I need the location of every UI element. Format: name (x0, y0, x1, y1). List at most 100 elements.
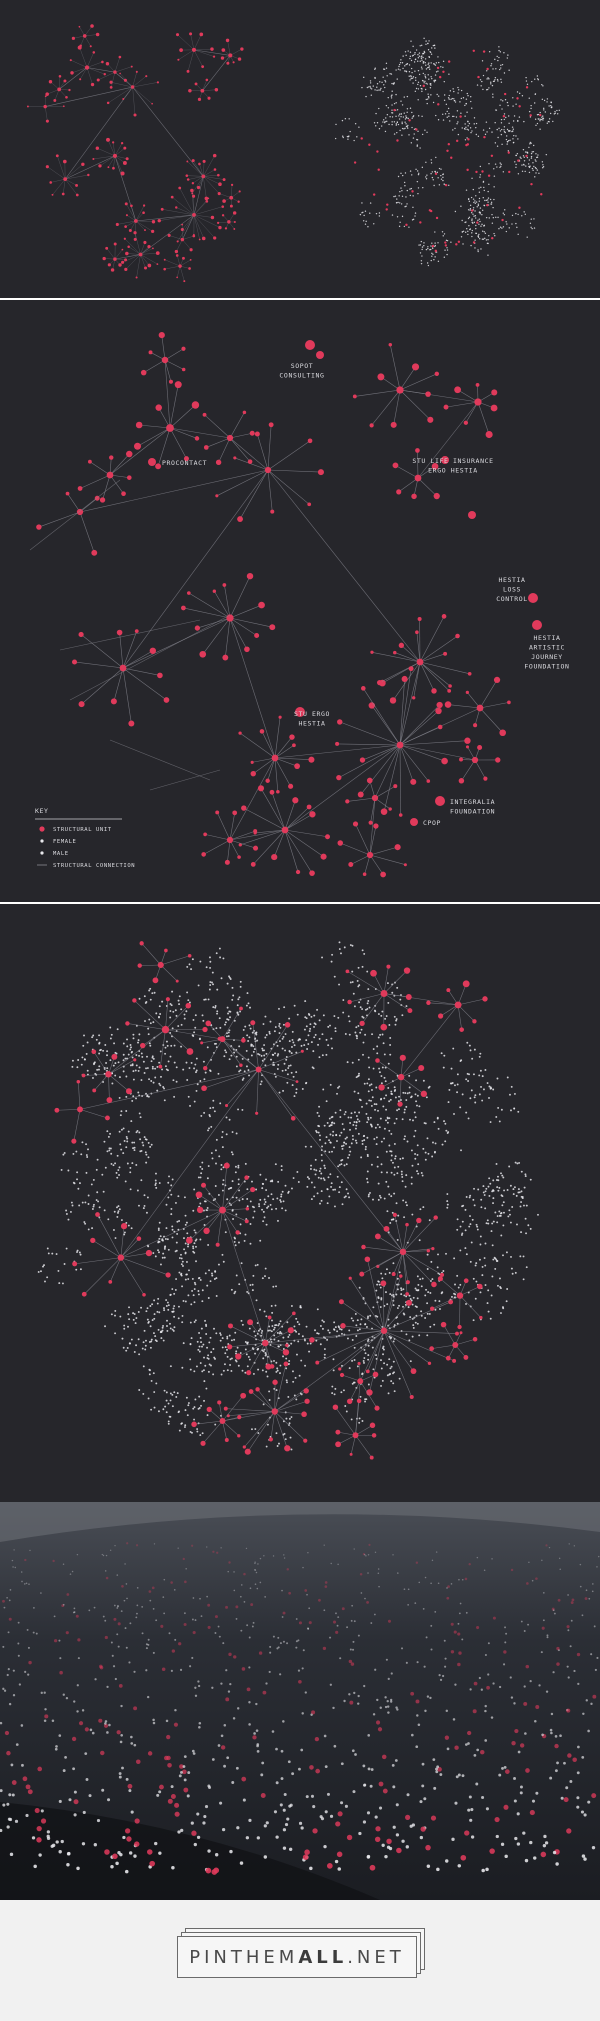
person-dot (195, 1089, 198, 1092)
structural-connection (274, 1363, 287, 1412)
person-dot (513, 115, 516, 117)
person-dot (107, 1218, 110, 1221)
structural-unit-node (125, 214, 128, 217)
person-dot (402, 1091, 405, 1094)
person-dot (477, 219, 479, 222)
person-dot (332, 1369, 335, 1372)
structural-unit-node (435, 707, 442, 715)
person-dot (163, 1389, 166, 1392)
person-dot (208, 1127, 210, 1130)
person-dot (339, 1109, 342, 1112)
person-dot (485, 216, 488, 219)
person-dot (365, 95, 367, 98)
person-dot (328, 1117, 331, 1120)
structural-unit-node (416, 1217, 422, 1224)
person-dot (292, 1370, 294, 1373)
structural-connection (206, 437, 231, 448)
person-dot (333, 1146, 336, 1149)
structural-connection (203, 176, 207, 199)
person-dot (157, 1227, 160, 1230)
person-dot (243, 1239, 246, 1242)
structural-unit-node (244, 1448, 251, 1455)
structural-connection (400, 1067, 422, 1078)
person-dot (116, 1176, 119, 1179)
person-dot (169, 1002, 172, 1005)
structural-unit-node (476, 221, 479, 224)
person-dot (178, 1305, 180, 1308)
person-dot (474, 1094, 477, 1097)
person-dot (189, 1104, 191, 1107)
structural-unit-node (250, 770, 256, 777)
structural-connection (355, 1435, 372, 1458)
structural-unit-node (317, 469, 324, 476)
person-dot (330, 1562, 332, 1565)
person-dot (295, 1640, 298, 1643)
person-dot (322, 1014, 325, 1017)
person-dot (122, 1053, 125, 1056)
person-dot (416, 1714, 419, 1717)
person-dot (43, 1264, 45, 1267)
person-dot (545, 153, 548, 156)
person-dot (140, 1306, 143, 1309)
person-dot (361, 965, 364, 968)
person-dot (442, 173, 444, 176)
person-dot (149, 1369, 151, 1372)
person-dot (359, 1395, 362, 1398)
person-dot (496, 166, 498, 168)
person-dot (424, 1158, 427, 1161)
structural-connection (192, 176, 204, 184)
person-dot (406, 127, 409, 129)
person-dot (119, 1143, 122, 1146)
person-dot (147, 1027, 150, 1030)
structural-connection (140, 242, 146, 255)
person-dot (378, 127, 381, 130)
person-dot (492, 217, 495, 219)
structural-unit-hub (366, 851, 374, 859)
structural-unit-hub (180, 237, 185, 242)
person-dot (495, 1116, 498, 1118)
person-dot (216, 1012, 219, 1015)
structural-unit-node (320, 853, 327, 860)
person-dot (347, 1156, 350, 1159)
person-dot (493, 186, 495, 188)
person-dot (391, 112, 394, 114)
person-dot (176, 1392, 179, 1395)
structural-unit-node (244, 1219, 249, 1224)
person-dot (195, 1260, 197, 1263)
person-dot (125, 1146, 128, 1149)
person-dot (223, 1055, 226, 1058)
person-dot (550, 1712, 554, 1716)
structural-connection (240, 829, 286, 846)
person-dot (472, 1277, 475, 1280)
person-dot (478, 197, 481, 200)
structural-connection (222, 1209, 247, 1222)
structural-unit-node (383, 1225, 390, 1232)
person-dot (401, 134, 403, 136)
person-dot (378, 1067, 381, 1070)
person-dot (519, 1791, 523, 1795)
person-dot (478, 218, 481, 220)
person-dot (181, 1285, 184, 1288)
person-dot (401, 195, 404, 197)
person-dot (393, 121, 396, 123)
person-dot (133, 1146, 136, 1149)
person-dot (405, 1204, 408, 1207)
structural-connection (79, 511, 95, 553)
structural-unit-node (220, 56, 225, 60)
person-dot (569, 1645, 572, 1648)
structural-connection (274, 717, 281, 759)
person-dot (403, 225, 406, 228)
person-dot (430, 84, 432, 86)
structural-unit-node (182, 256, 185, 260)
person-dot (156, 1089, 159, 1092)
structural-connection (402, 1250, 429, 1253)
person-dot (423, 37, 425, 40)
person-dot (487, 201, 489, 203)
structural-unit-node (322, 1646, 327, 1651)
person-dot (206, 1546, 208, 1548)
person-dot (226, 1355, 229, 1358)
person-dot (201, 1168, 204, 1170)
person-dot (504, 98, 507, 101)
person-dot (92, 1077, 94, 1079)
person-dot (337, 1165, 340, 1168)
